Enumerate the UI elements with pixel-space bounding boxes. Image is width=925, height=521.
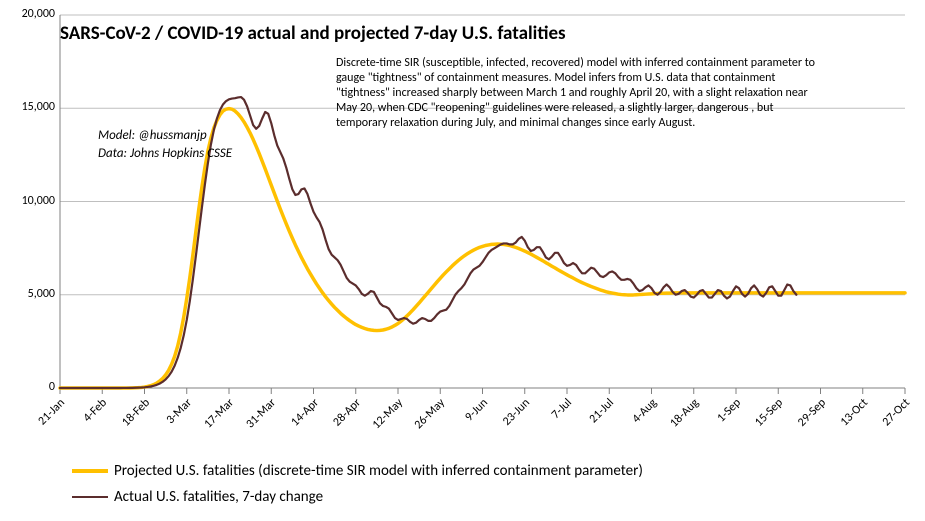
legend-label-projected: Projected U.S. fatalities (discrete-time…	[114, 462, 643, 480]
model-credit-line2: Data: Johns Hopkins CSSE	[98, 146, 232, 161]
legend-swatch-actual	[72, 496, 108, 499]
y-tick-label: 0	[5, 380, 55, 394]
chart-title: SARS-CoV-2 / COVID-19 actual and project…	[60, 22, 566, 45]
legend-label-actual: Actual U.S. fatalities, 7-day change	[114, 488, 323, 506]
legend-item-actual: Actual U.S. fatalities, 7-day change	[72, 488, 323, 506]
legend-swatch-projected	[72, 469, 108, 473]
y-tick-label: 5,000	[5, 287, 55, 301]
model-credit-line1: Model: @hussmanjp	[98, 128, 207, 143]
legend-item-projected: Projected U.S. fatalities (discrete-time…	[72, 462, 643, 480]
chart-description: Discrete-time SIR (susceptible, infected…	[336, 56, 816, 131]
y-tick-label: 20,000	[5, 7, 55, 21]
chart-container: SARS-CoV-2 / COVID-19 actual and project…	[0, 0, 925, 521]
y-tick-label: 10,000	[5, 194, 55, 208]
y-tick-label: 15,000	[5, 100, 55, 114]
